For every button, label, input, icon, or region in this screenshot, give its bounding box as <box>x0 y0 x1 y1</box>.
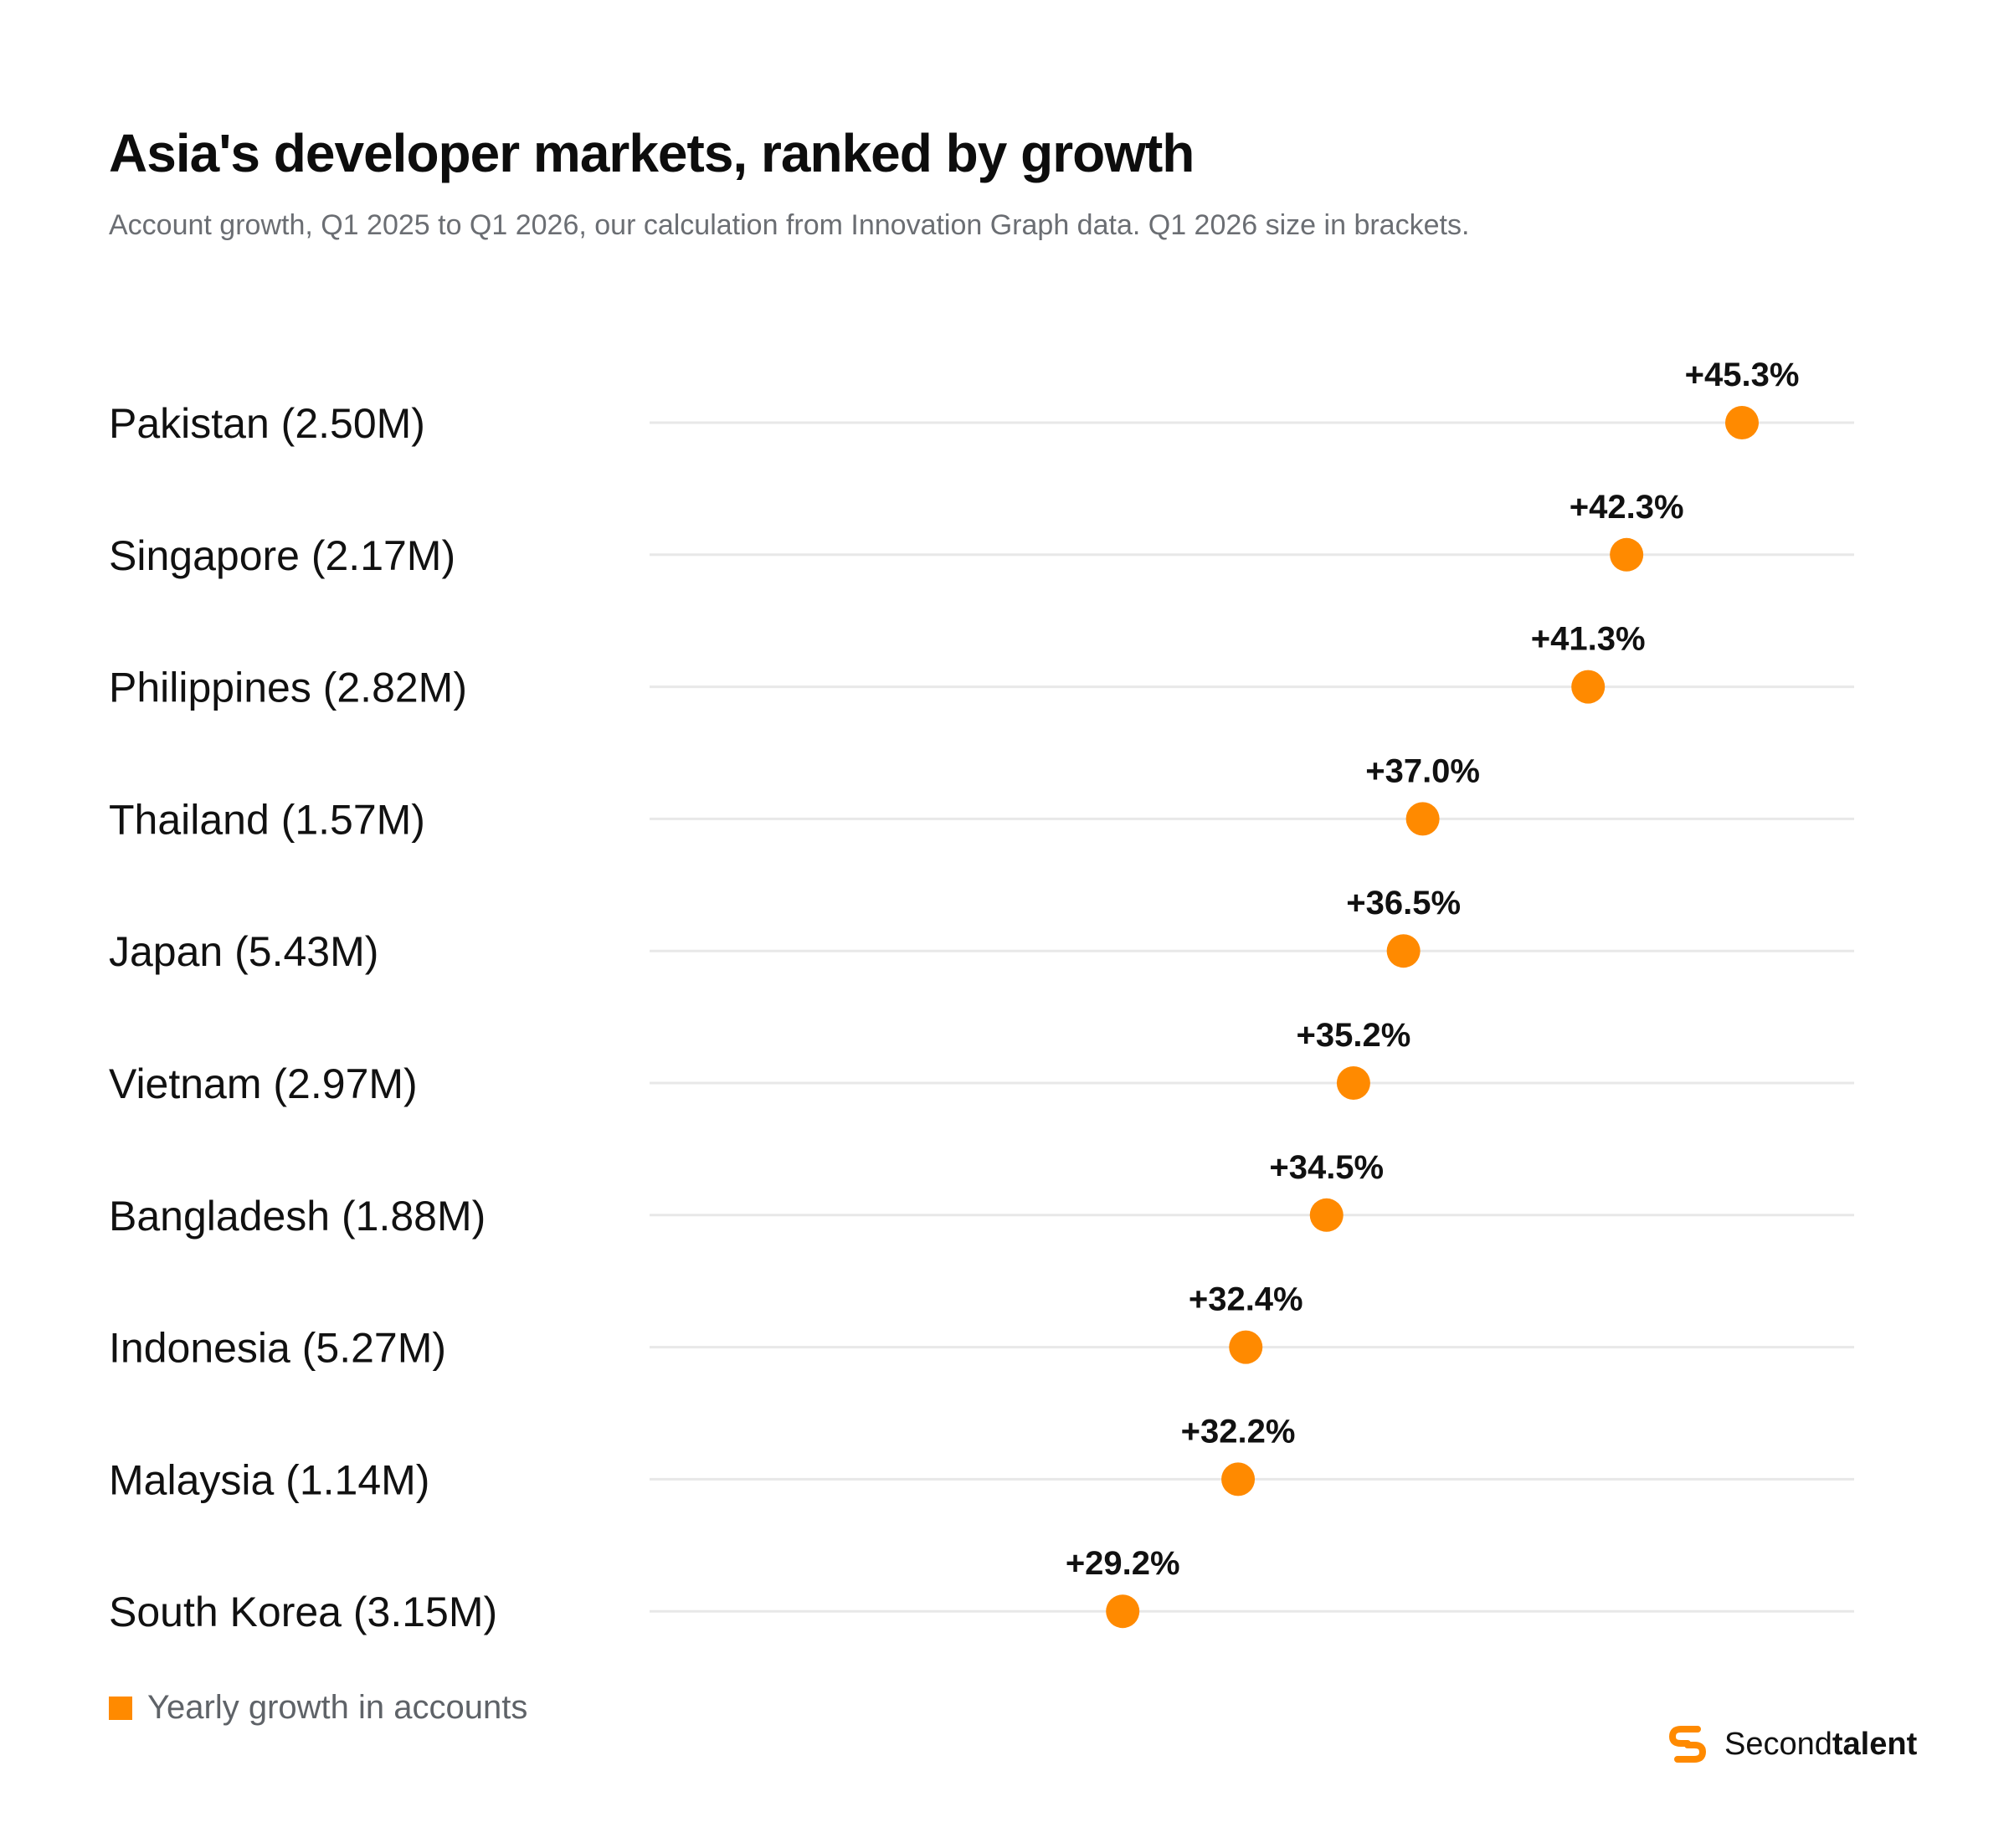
row-label: Thailand (1.57M) <box>109 796 425 843</box>
data-label: +42.3% <box>1570 489 1684 526</box>
data-point <box>1386 934 1421 968</box>
data-point <box>1221 1462 1256 1496</box>
row-label: Vietnam (2.97M) <box>109 1060 418 1107</box>
chart-title: Asia's developer markets, ranked by grow… <box>109 123 1195 183</box>
data-point <box>1610 537 1644 572</box>
data-point <box>1336 1066 1370 1100</box>
data-label: +29.2% <box>1066 1545 1180 1582</box>
brand-logo: Secondtalent <box>1664 1721 1917 1768</box>
row-label: Malaysia (1.14M) <box>109 1456 429 1503</box>
data-point <box>1571 670 1606 704</box>
data-label: +34.5% <box>1269 1149 1384 1186</box>
row-label: Indonesia (5.27M) <box>109 1325 446 1372</box>
legend-swatch <box>109 1696 132 1720</box>
data-point <box>1229 1330 1263 1364</box>
data-point <box>1309 1198 1344 1232</box>
data-point <box>1106 1594 1140 1629</box>
brand-name-light: Second <box>1724 1726 1832 1762</box>
row-label: Japan (5.43M) <box>109 928 378 975</box>
row-label: Bangladesh (1.88M) <box>109 1193 486 1240</box>
row-label: Singapore (2.17M) <box>109 532 455 579</box>
row-label: South Korea (3.15M) <box>109 1589 497 1635</box>
legend-label: Yearly growth in accounts <box>147 1689 528 1726</box>
data-point <box>1725 406 1759 439</box>
secondtalent-logo-icon <box>1669 1726 1706 1763</box>
data-label: +45.3% <box>1685 357 1800 393</box>
data-label: +37.0% <box>1365 752 1480 789</box>
logo-stroke-top <box>1669 1726 1701 1747</box>
data-label: +35.2% <box>1297 1017 1411 1054</box>
brand-name: Secondtalent <box>1724 1727 1917 1763</box>
chart-subtitle: Account growth, Q1 2025 to Q1 2026, our … <box>109 209 1470 241</box>
brand-name-bold: talent <box>1832 1726 1918 1762</box>
data-label: +36.5% <box>1346 885 1461 921</box>
logo-stroke-bottom <box>1674 1742 1706 1763</box>
data-point <box>1405 802 1440 836</box>
data-label: +41.3% <box>1531 621 1646 658</box>
data-label: +32.4% <box>1189 1281 1303 1318</box>
row-label: Pakistan (2.50M) <box>109 400 425 447</box>
data-label: +32.2% <box>1181 1413 1296 1450</box>
chart-legend: Yearly growth in accounts <box>109 1689 527 1727</box>
row-label: Philippines (2.82M) <box>109 665 467 711</box>
